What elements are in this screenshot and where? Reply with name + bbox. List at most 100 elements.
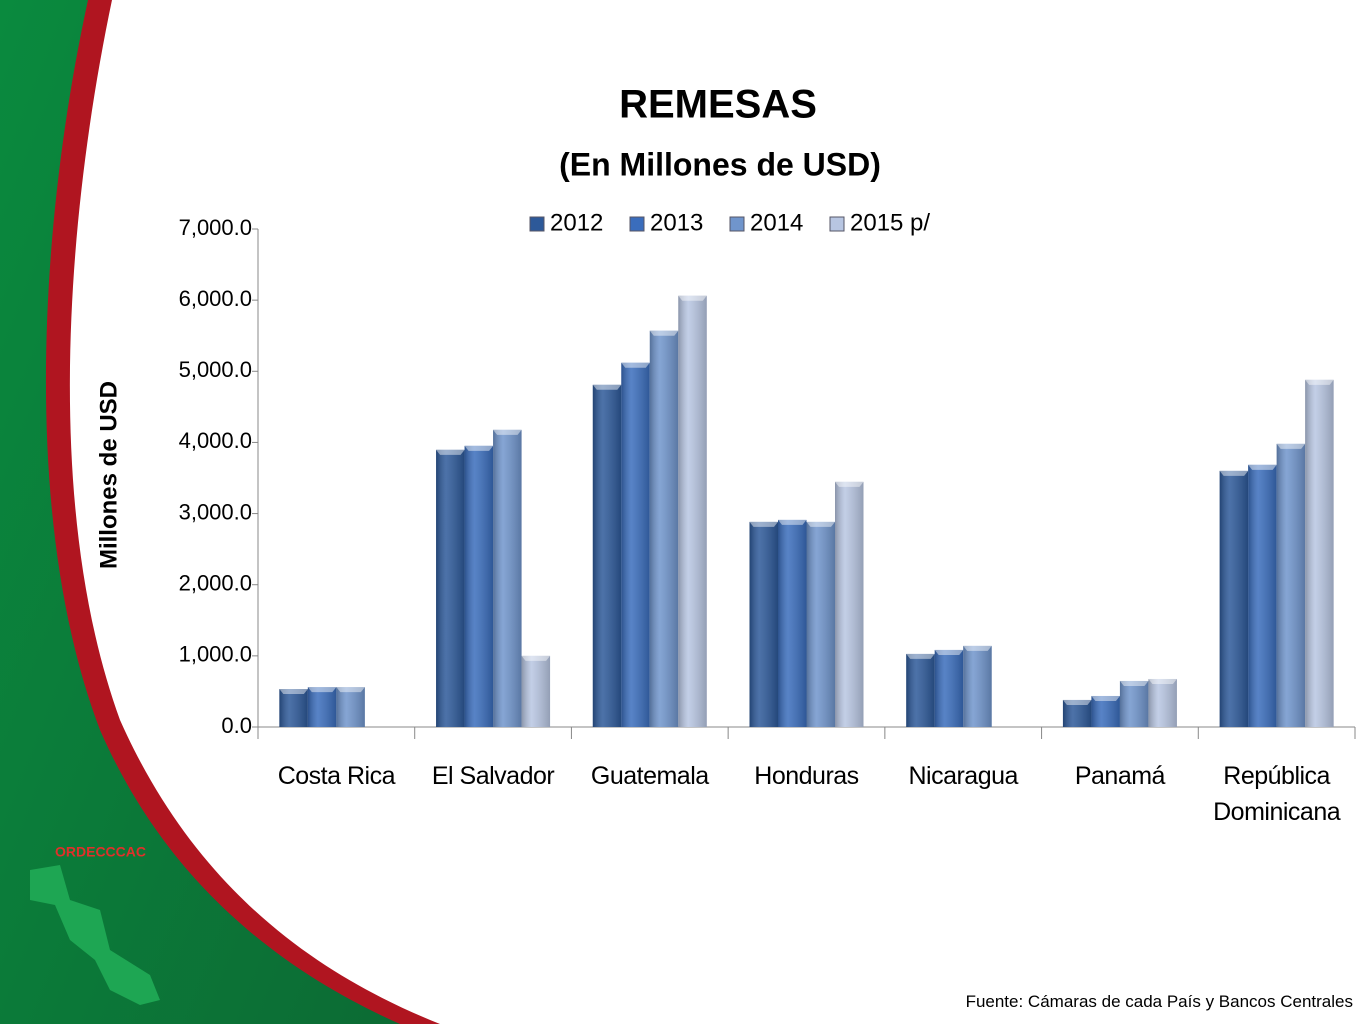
bar-group <box>749 521 778 727</box>
bar-cap <box>778 519 807 525</box>
bar-shade <box>1248 464 1277 727</box>
x-tick-label: República Dominicana <box>1213 762 1341 826</box>
legend-swatch <box>829 216 845 232</box>
bar-shade <box>436 449 465 727</box>
bar-shade <box>778 519 807 727</box>
bar-group <box>1062 699 1092 727</box>
y-tick-label: 6,000.0 <box>179 286 252 311</box>
bar-group <box>1119 680 1149 727</box>
bar-cap <box>592 384 622 390</box>
bar-shade <box>1119 680 1149 727</box>
bar-shade <box>835 481 864 727</box>
legend-swatch <box>629 216 645 232</box>
bar-shade <box>464 445 494 727</box>
bar-group <box>279 689 308 727</box>
legend-swatch <box>529 216 545 232</box>
bar-shade <box>493 429 522 727</box>
bar-cap <box>464 445 494 451</box>
y-tick-label: 5,000.0 <box>179 357 252 382</box>
map-icon <box>30 865 160 1005</box>
chart-subtitle: (En Millones de USD) <box>559 146 881 182</box>
bar-shade <box>649 330 679 727</box>
bar-group <box>1219 470 1249 727</box>
bar-shade <box>906 653 935 727</box>
bar-group <box>906 653 935 727</box>
bar-group <box>592 384 622 727</box>
y-tick-label: 1,000.0 <box>179 642 252 667</box>
bar-shade <box>336 687 365 727</box>
bar-shade <box>963 645 992 727</box>
bar-group <box>1248 464 1277 727</box>
bar-cap <box>436 449 465 455</box>
bar-group <box>464 445 494 727</box>
bar-cap <box>934 649 964 655</box>
bar-group <box>1148 678 1177 727</box>
bar-group <box>1091 695 1120 727</box>
bar-group <box>806 521 835 727</box>
x-tick-label: El Salvador <box>431 762 555 790</box>
bar-group <box>1276 443 1306 727</box>
bar-group <box>963 645 992 727</box>
logo-text: ORDECCCAC <box>55 844 146 860</box>
legend-label: 2015 p/ <box>850 209 930 236</box>
bar-group <box>336 687 365 727</box>
legend-label: 2012 <box>550 209 603 236</box>
y-tick-label: 2,000.0 <box>179 571 252 596</box>
bar-cap <box>749 521 778 527</box>
y-tick-label: 4,000.0 <box>179 428 252 453</box>
bar-cap <box>1119 680 1149 686</box>
bar-cap <box>835 481 864 487</box>
bar-shade <box>806 521 835 727</box>
bar-shade <box>592 384 622 727</box>
x-tick-label: Panamá <box>1074 762 1166 790</box>
bar-group <box>934 649 964 727</box>
y-tick-label: 7,000.0 <box>179 215 252 240</box>
bar-shade <box>1091 695 1120 727</box>
bar-shade <box>749 521 778 727</box>
bar-cap <box>621 362 650 368</box>
bar-group <box>835 481 864 727</box>
bar-group <box>778 519 807 727</box>
green-band <box>0 0 400 1024</box>
bar-cap <box>649 330 679 336</box>
y-tick-label: 3,000.0 <box>179 499 252 524</box>
bar-shade <box>1276 443 1306 727</box>
bar-shade <box>934 649 964 727</box>
bar-cap <box>1276 443 1306 449</box>
bar-cap <box>1148 678 1177 684</box>
bar-cap <box>307 687 337 693</box>
legend-label: 2014 <box>750 209 803 236</box>
chart-title: REMESAS <box>619 83 817 127</box>
bar-shade <box>307 687 337 727</box>
bar-group <box>1305 379 1334 727</box>
bar-group <box>521 655 551 727</box>
bar-group <box>436 449 465 727</box>
x-tick-label: Guatemala <box>590 762 709 790</box>
bar-cap <box>521 655 551 661</box>
x-tick-label: Nicaragua <box>908 762 1018 790</box>
x-tick-label: Costa Rica <box>277 762 396 790</box>
bar-shade <box>1219 470 1249 727</box>
bar-group <box>621 362 650 727</box>
x-tick-label: Honduras <box>754 762 859 790</box>
legend-label: 2013 <box>650 209 703 236</box>
bar-cap <box>963 645 992 651</box>
bar-shade <box>1148 678 1177 727</box>
bar-cap <box>1248 464 1277 470</box>
y-tick-label: 0.0 <box>221 713 252 738</box>
bar-group <box>649 330 679 727</box>
bar-shade <box>678 295 707 727</box>
bar-cap <box>1062 699 1092 705</box>
bar-cap <box>1091 695 1120 701</box>
bar-cap <box>336 687 365 693</box>
source-note: Fuente: Cámaras de cada País y Bancos Ce… <box>965 992 1353 1011</box>
bar-group <box>493 429 522 727</box>
bar-group <box>678 295 707 727</box>
bar-shade <box>279 689 308 727</box>
bar-cap <box>493 429 522 435</box>
bar-cap <box>906 653 935 659</box>
bar-cap <box>1305 379 1334 385</box>
y-axis-title: Millones de USD <box>95 381 122 569</box>
bar-group <box>307 687 337 727</box>
